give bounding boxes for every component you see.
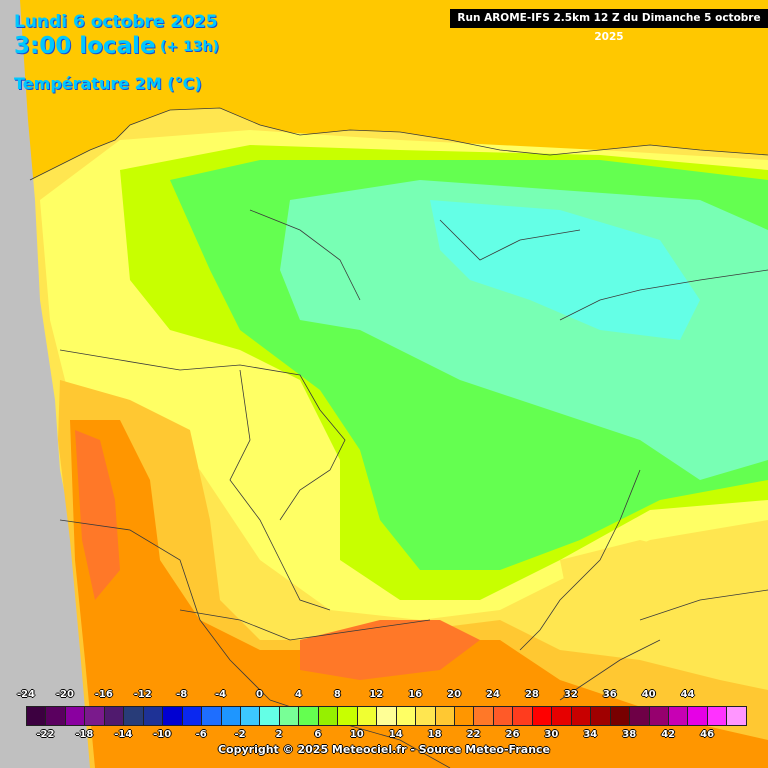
- legend-swatch: [239, 706, 261, 726]
- legend-swatch: [103, 706, 125, 726]
- legend-swatch: [667, 706, 689, 726]
- legend-swatch: [356, 706, 378, 726]
- legend-tick-label: -16: [94, 689, 113, 700]
- forecast-time: 3:00 locale: [14, 33, 156, 59]
- forecast-offset: (+ 13h): [160, 39, 219, 55]
- copyright-text: Copyright © 2025 Meteociel.fr - Source M…: [217, 743, 551, 756]
- legend-tick-label: 0: [256, 689, 263, 700]
- parameter-title: Température 2M (°C): [14, 74, 202, 93]
- legend-swatch: [278, 706, 300, 726]
- legend-top-labels: -24 -20 -16 -12 -8 -4 0 4 8 12 16 20 24 28 32 36 40 44: [0, 689, 768, 705]
- legend-tick-label: -14: [114, 729, 133, 740]
- legend-swatch: [45, 706, 66, 726]
- legend-swatch: [142, 706, 164, 726]
- legend-tick-label: 30: [544, 729, 559, 740]
- legend-tick-label: 2: [275, 729, 283, 740]
- legend-tick-label: 34: [583, 729, 598, 740]
- legend-swatch: [395, 706, 417, 726]
- legend-swatch: [84, 706, 105, 726]
- run-banner: Run AROME-IFS 2.5km 12 Z du Dimanche 5 o…: [450, 9, 768, 43]
- legend-tick-label: 46: [700, 729, 715, 740]
- legend-tick-label: 40: [641, 689, 656, 700]
- legend-swatch: [337, 706, 358, 726]
- legend-tick-label: 16: [408, 689, 423, 700]
- legend-swatch: [492, 706, 514, 726]
- legend-tick-label: -4: [215, 689, 227, 700]
- legend-tick-label: -18: [75, 729, 94, 740]
- legend-swatch: [551, 706, 572, 726]
- legend-swatch: [570, 706, 592, 726]
- legend-tick-label: 36: [602, 689, 617, 700]
- legend-swatch: [259, 706, 280, 726]
- legend-tick-label: 32: [563, 689, 578, 700]
- legend-tick-label: -12: [133, 689, 152, 700]
- legend-tick-label: 28: [524, 689, 539, 700]
- legend-tick-label: 8: [333, 689, 341, 700]
- legend-tick-label: 22: [466, 729, 481, 740]
- legend-swatch: [434, 706, 455, 726]
- legend-tick-label: -2: [234, 729, 246, 740]
- legend-swatch: [629, 706, 650, 726]
- legend-tick-label: 14: [388, 729, 403, 740]
- legend-tick-label: 24: [486, 689, 500, 700]
- legend-tick-label: 42: [661, 729, 676, 740]
- legend-swatch: [26, 706, 47, 726]
- legend-swatch: [590, 706, 611, 726]
- legend-swatch: [648, 706, 669, 726]
- legend-swatch: [201, 706, 222, 726]
- legend-tick-label: -20: [55, 689, 74, 700]
- legend-swatch: [123, 706, 144, 726]
- legend-swatch: [415, 706, 436, 726]
- legend-tick-label: -24: [16, 689, 36, 700]
- legend-swatch: [512, 706, 533, 726]
- legend-tick-label: 12: [369, 689, 384, 700]
- legend-swatch: [220, 706, 241, 726]
- legend-swatch: [181, 706, 203, 726]
- legend-swatch: [317, 706, 339, 726]
- legend-bottom-labels: -22 -18 -14 -10 -6 -2 2 6 10 14 18 22 26 30 34 38 42 46: [0, 729, 768, 745]
- legend-swatch: [609, 706, 631, 726]
- forecast-date: Lundi 6 octobre 2025: [14, 12, 218, 32]
- legend-tick-label: 38: [622, 729, 637, 740]
- legend-tick-label: 26: [505, 729, 520, 740]
- legend-swatch: [473, 706, 494, 726]
- legend-tick-label: 44: [680, 689, 695, 700]
- legend-tick-label: 18: [427, 729, 442, 740]
- legend-swatch: [376, 706, 397, 726]
- legend-swatch: [687, 706, 708, 726]
- legend-color-bar: [26, 706, 747, 726]
- legend-swatch: [706, 706, 728, 726]
- legend-swatch: [726, 706, 747, 726]
- legend-swatch: [453, 706, 475, 726]
- legend-tick-label: 10: [349, 729, 364, 740]
- legend-swatch: [162, 706, 183, 726]
- legend-tick-label: -10: [153, 729, 172, 740]
- legend-tick-label: 20: [447, 689, 462, 700]
- legend-tick-label: -6: [195, 729, 207, 740]
- legend-swatch: [298, 706, 319, 726]
- legend-swatch: [531, 706, 553, 726]
- legend-tick-label: 4: [294, 689, 302, 700]
- legend-tick-label: -22: [36, 729, 55, 740]
- legend-tick-label: 6: [314, 729, 322, 740]
- legend-swatch: [64, 706, 86, 726]
- legend-tick-label: -8: [176, 689, 188, 700]
